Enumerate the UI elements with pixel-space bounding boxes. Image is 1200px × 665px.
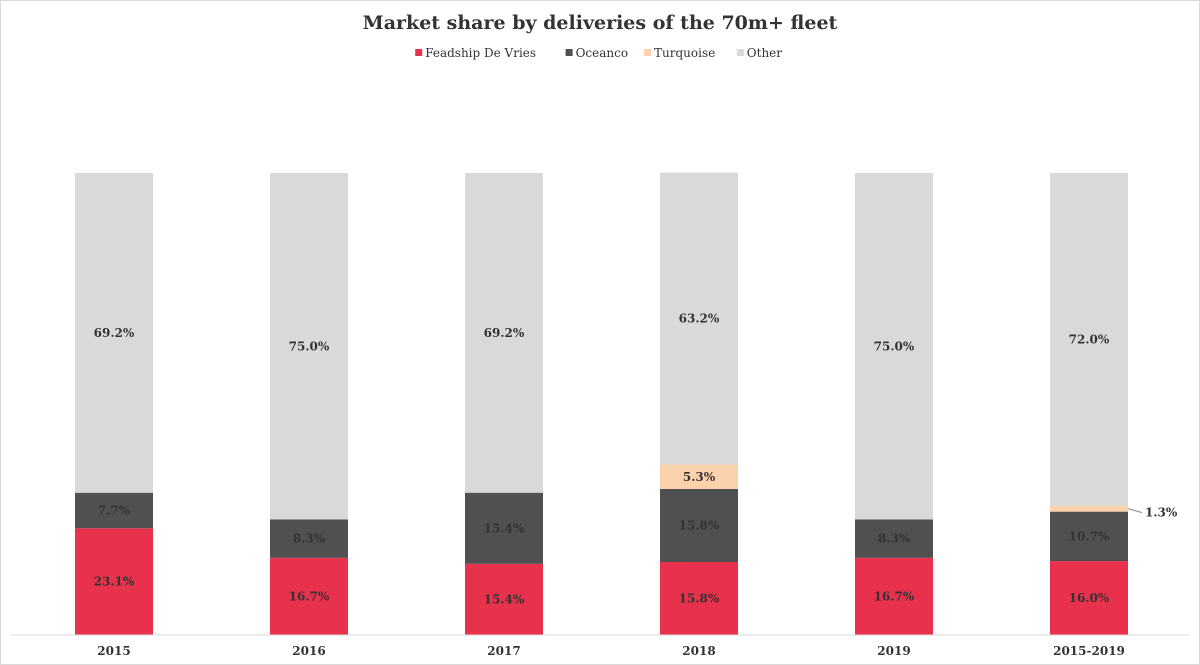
data-label-other-2015: 69.2%: [94, 326, 135, 340]
data-label-turquoise-2018: 5.3%: [683, 470, 716, 484]
bar-other-2015-2019: [1050, 173, 1128, 506]
x-axis-tick-labels: 2015 2016 2017 2018 2019 2015-2019: [97, 644, 1125, 658]
x-tick-2019: 2019: [877, 644, 910, 658]
legend-swatch-feadship-de-vries: [415, 49, 423, 56]
x-tick-2015-2019: 2015-2019: [1053, 644, 1125, 658]
data-label-feadship-de-vries-2016: 16.7%: [289, 589, 330, 603]
legend-label-turquoise: Turquoise: [654, 46, 715, 60]
bar-feadship-de-vries-2016: [270, 557, 348, 635]
bar-feadship-de-vries-2018: [660, 562, 738, 635]
data-label-oceanco-2015: 7.7%: [98, 503, 131, 517]
legend-label-other: Other: [747, 46, 782, 60]
data-label-feadship-de-vries-2018: 15.8%: [679, 592, 720, 606]
bar-feadship-de-vries-2017: [465, 563, 543, 635]
legend-swatch-turquoise: [644, 49, 651, 56]
bar-oceanco-2019: [855, 519, 933, 558]
data-label-oceanco-2017: 15.4%: [484, 521, 525, 535]
data-label-other-2018: 63.2%: [679, 312, 720, 326]
bar-other-2017: [465, 173, 543, 493]
data-label-feadship-de-vries-2017: 15.4%: [484, 592, 525, 606]
data-label-feadship-de-vries-2019: 16.7%: [874, 589, 915, 603]
bar-feadship-de-vries-2015: [75, 528, 153, 635]
x-tick-2015: 2015: [97, 644, 130, 658]
data-label-feadship-de-vries-2015: 23.1%: [94, 575, 135, 589]
bar-oceanco-2016: [270, 519, 348, 558]
bar-oceanco-2015: [75, 492, 153, 529]
bar-feadship-de-vries-2015-2019: [1050, 561, 1128, 635]
bar-other-2016: [270, 173, 348, 520]
x-tick-2018: 2018: [682, 644, 715, 658]
bar-oceanco-2015-2019: [1050, 511, 1128, 562]
data-label-oceanco-2016: 8.3%: [293, 532, 326, 546]
legend-label-feadship-de-vries: Feadship De Vries: [425, 46, 536, 60]
chart-title: Market share by deliveries of the 70m+ f…: [363, 12, 838, 34]
data-label-other-2015-2019: 72.0%: [1069, 332, 1110, 346]
legend: Feadship De Vries Oceanco Turquoise Other: [415, 46, 782, 60]
leader-line-turquoise-2015-2019: [1127, 508, 1143, 514]
bar-turquoise-2015-2019: [1050, 505, 1128, 512]
data-label-other-2019: 75.0%: [874, 339, 915, 353]
bar-other-2019: [855, 173, 933, 520]
data-label-feadship-de-vries-2015-2019: 16.0%: [1069, 591, 1110, 605]
x-tick-2017: 2017: [487, 644, 520, 658]
x-tick-2016: 2016: [292, 644, 325, 658]
bar-other-2015: [75, 173, 153, 493]
data-label-other-2017: 69.2%: [484, 326, 525, 340]
bar-turquoise-2018: [660, 464, 738, 490]
data-label-oceanco-2018: 15.8%: [679, 519, 720, 533]
legend-label-oceanco: Oceanco: [576, 46, 629, 60]
bar-oceanco-2018: [660, 489, 738, 563]
legend-swatch-other: [736, 49, 744, 56]
data-label-turquoise-2015-2019: 1.3%: [1145, 506, 1178, 520]
data-label-other-2016: 75.0%: [289, 339, 330, 353]
bar-oceanco-2017: [465, 492, 543, 564]
bar-other-2018: [660, 172, 738, 465]
bar-feadship-de-vries-2019: [855, 557, 933, 635]
bars: 23.1% 7.7% 69.2% 16.7% 8.3% 75.0% 15.4% 15.4% 69…: [75, 172, 1178, 635]
data-label-oceanco-2019: 8.3%: [878, 532, 911, 546]
legend-swatch-oceanco: [565, 49, 573, 56]
data-label-oceanco-2015-2019: 10.7%: [1069, 529, 1110, 543]
